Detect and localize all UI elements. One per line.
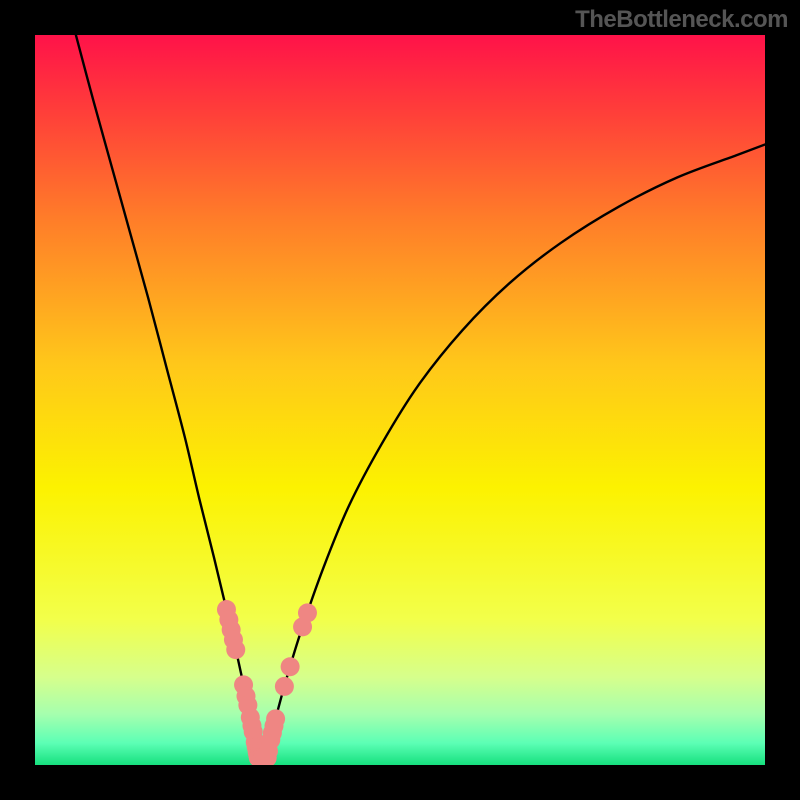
chart-outer-frame: TheBottleneck.com — [0, 0, 800, 800]
curve-marker — [298, 603, 317, 622]
bottleneck-curve — [76, 35, 765, 759]
curve-marker — [275, 677, 294, 696]
curve-marker — [281, 657, 300, 676]
curve-marker — [266, 709, 285, 728]
chart-svg-layer — [0, 0, 800, 800]
watermark-text: TheBottleneck.com — [575, 6, 788, 34]
curve-marker — [226, 640, 245, 659]
